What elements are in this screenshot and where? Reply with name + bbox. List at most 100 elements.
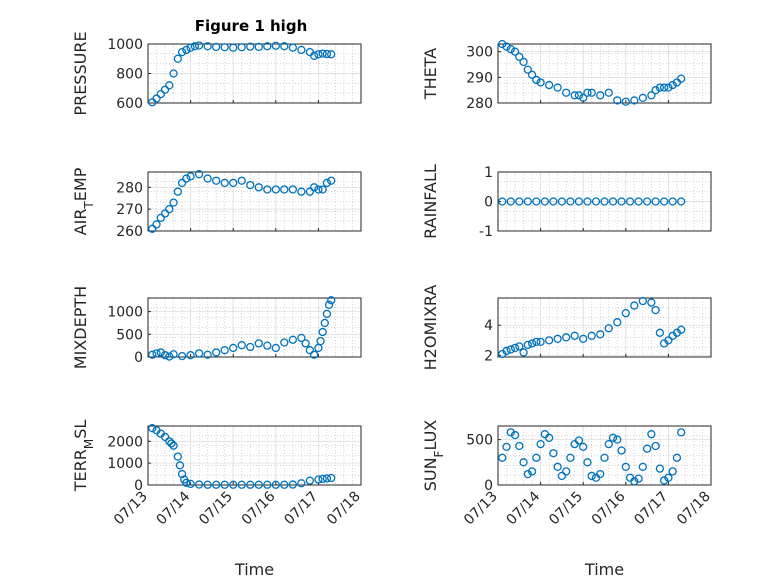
data-point bbox=[668, 467, 677, 476]
data-point bbox=[651, 441, 660, 451]
data-point bbox=[621, 462, 630, 471]
x-tick-label: 07/17 bbox=[281, 489, 321, 529]
data-point bbox=[156, 348, 165, 357]
data-point bbox=[642, 444, 652, 453]
axes-box bbox=[147, 171, 362, 232]
data-point bbox=[237, 480, 246, 489]
data-point bbox=[659, 83, 669, 92]
data-point bbox=[544, 80, 554, 90]
data-point bbox=[254, 42, 263, 52]
data-point bbox=[314, 475, 323, 484]
data-point bbox=[169, 441, 178, 450]
data-point bbox=[156, 90, 165, 99]
data-point bbox=[156, 213, 165, 223]
data-point bbox=[604, 88, 613, 97]
data-point bbox=[229, 480, 238, 489]
data-point bbox=[587, 331, 596, 340]
data-point bbox=[579, 442, 588, 452]
data-point bbox=[246, 180, 255, 190]
x-axis-label: Time bbox=[234, 560, 274, 579]
data-point bbox=[515, 52, 524, 61]
data-point bbox=[318, 185, 327, 194]
y-tick-label: 500 bbox=[116, 327, 143, 343]
data-point bbox=[194, 349, 204, 358]
data-point bbox=[190, 42, 200, 51]
x-axis-label: Time bbox=[584, 560, 624, 579]
data-point bbox=[596, 91, 605, 100]
data-point bbox=[677, 428, 686, 437]
data-point bbox=[553, 334, 562, 343]
data-point bbox=[194, 170, 204, 179]
data-point bbox=[173, 187, 182, 196]
data-point bbox=[506, 345, 515, 354]
data-point bbox=[169, 198, 178, 207]
data-point bbox=[672, 453, 682, 462]
data-point bbox=[574, 91, 584, 100]
y-tick-label: 300 bbox=[466, 45, 493, 61]
data-point bbox=[203, 42, 212, 51]
data-point bbox=[254, 339, 263, 348]
y-tick-label: 0 bbox=[484, 478, 493, 494]
data-point bbox=[668, 80, 677, 90]
data-point bbox=[557, 197, 567, 206]
data-point bbox=[322, 474, 332, 483]
data-point bbox=[566, 453, 575, 462]
data-point bbox=[515, 197, 524, 206]
data-point bbox=[634, 197, 643, 206]
data-point bbox=[638, 462, 647, 471]
axes-box bbox=[497, 297, 712, 358]
data-point bbox=[519, 57, 528, 67]
y-tick-label: 4 bbox=[484, 318, 493, 334]
y-axis-label: MIXDEPTH bbox=[71, 286, 90, 369]
data-point bbox=[160, 209, 170, 218]
data-point bbox=[173, 452, 182, 461]
data-point bbox=[160, 85, 170, 94]
data-point bbox=[498, 39, 507, 49]
data-point bbox=[540, 197, 550, 206]
data-point bbox=[677, 325, 686, 334]
x-tick-label: 07/13 bbox=[111, 489, 151, 529]
data-point bbox=[327, 50, 336, 59]
data-point bbox=[246, 42, 255, 51]
data-point bbox=[506, 428, 515, 437]
data-point bbox=[574, 436, 584, 445]
data-point bbox=[220, 346, 229, 355]
y-tick-label: 270 bbox=[116, 202, 143, 218]
data-point bbox=[659, 476, 669, 485]
data-point bbox=[271, 41, 280, 50]
data-point bbox=[655, 83, 665, 92]
y-axis-label: PRESSURE bbox=[71, 31, 90, 115]
data-point bbox=[617, 197, 626, 206]
data-point bbox=[664, 336, 673, 345]
data-point bbox=[280, 42, 289, 51]
data-point bbox=[152, 94, 161, 103]
axes-box bbox=[497, 425, 712, 486]
data-point bbox=[502, 442, 511, 452]
data-point bbox=[237, 43, 246, 52]
data-point bbox=[327, 473, 336, 483]
data-point bbox=[263, 480, 272, 489]
figure-title: Figure 1 high bbox=[195, 17, 308, 35]
data-point bbox=[647, 91, 656, 100]
data-point bbox=[169, 69, 178, 78]
data-point bbox=[668, 197, 677, 206]
data-point bbox=[152, 220, 161, 229]
data-point bbox=[186, 351, 195, 360]
data-point bbox=[301, 339, 310, 348]
data-point bbox=[621, 97, 630, 106]
data-point bbox=[536, 337, 545, 347]
data-point bbox=[664, 83, 673, 92]
data-point bbox=[229, 343, 238, 353]
data-point bbox=[613, 96, 622, 105]
data-point bbox=[613, 318, 622, 327]
y-tick-label: 600 bbox=[116, 96, 143, 112]
data-point bbox=[288, 185, 297, 194]
data-point bbox=[647, 430, 656, 439]
data-point bbox=[203, 480, 212, 489]
y-tick-label: 280 bbox=[116, 180, 143, 196]
data-point bbox=[309, 350, 319, 359]
data-point bbox=[280, 338, 289, 347]
data-point bbox=[515, 342, 524, 351]
y-tick-label: 2 bbox=[484, 348, 493, 364]
